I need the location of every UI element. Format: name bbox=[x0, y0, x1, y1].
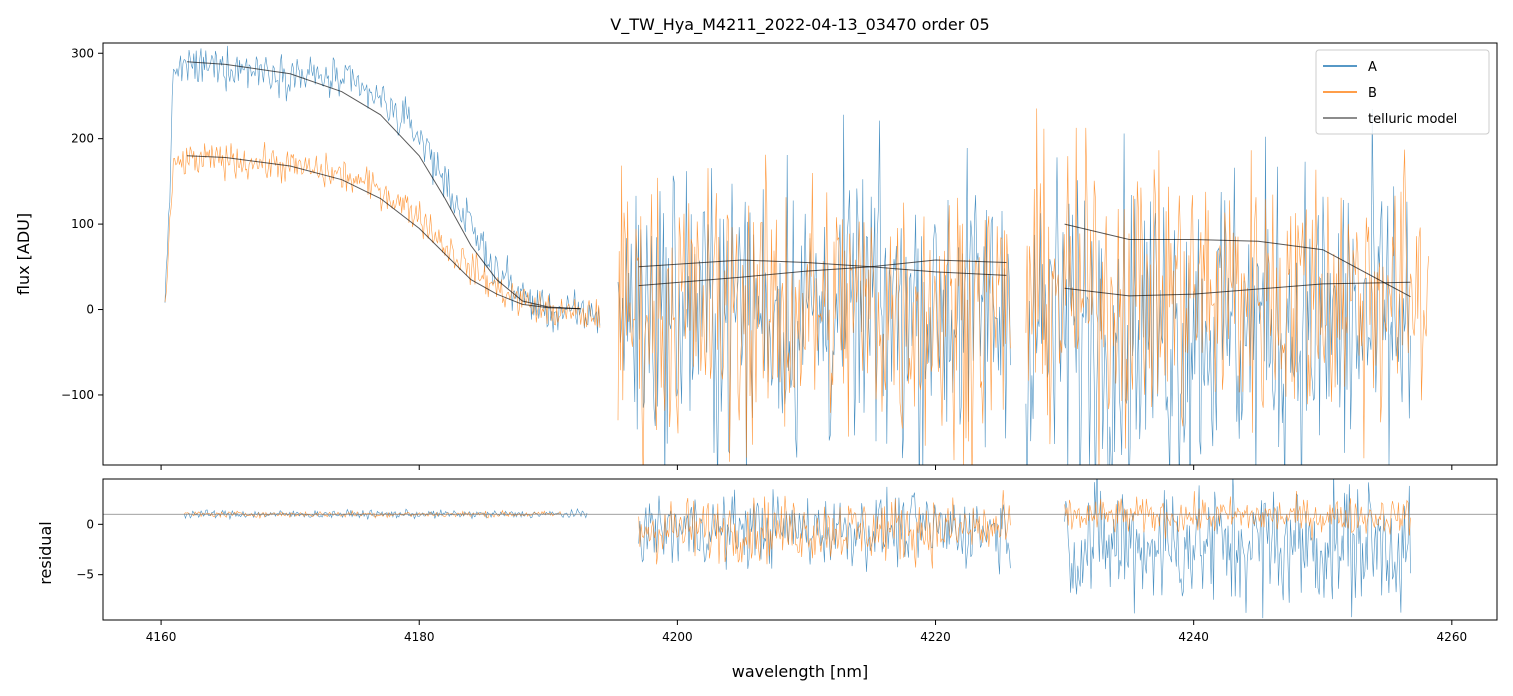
flux-panel: −100 0 100 200 300 flux [ADU] A B telluric m… bbox=[14, 42, 1498, 470]
flux-y-axis-label: flux [ADU] bbox=[14, 213, 33, 295]
series-a-flux-segment-3 bbox=[1025, 109, 1411, 465]
y-tick-label: −5 bbox=[76, 568, 94, 582]
series-a-residual-segment-3 bbox=[1064, 479, 1411, 619]
series-a-flux-segment-1 bbox=[164, 45, 601, 334]
y-tick-label: 200 bbox=[71, 132, 94, 146]
residual-axes-frame bbox=[102, 478, 1498, 621]
y-tick-label: 100 bbox=[71, 217, 94, 231]
telluric-model-line bbox=[186, 155, 581, 310]
telluric-model-line bbox=[1064, 223, 1411, 298]
chart-title: V_TW_Hya_M4211_2022-04-13_03470 order 05 bbox=[610, 15, 989, 35]
y-tick-label: −100 bbox=[61, 388, 94, 402]
legend-label-a: A bbox=[1368, 60, 1377, 75]
x-tick-label: 4240 bbox=[1178, 630, 1209, 644]
y-tick-label: 0 bbox=[86, 517, 94, 531]
residual-panel: −5 0 4160 4180 4200 4220 4240 4260 residual bbox=[36, 478, 1498, 644]
telluric-model-line bbox=[186, 61, 581, 310]
legend-frame bbox=[1315, 49, 1490, 135]
series-b-flux-segment-1 bbox=[164, 141, 601, 328]
series-a-residual-segment-2 bbox=[638, 486, 1011, 575]
x-tick-label: 4260 bbox=[1437, 630, 1468, 644]
flux-x-ticks bbox=[160, 465, 1453, 470]
x-tick-label: 4160 bbox=[146, 630, 177, 644]
y-tick-label: 0 bbox=[86, 303, 94, 317]
telluric-model-line bbox=[638, 259, 1007, 268]
series-b-flux-segment-3 bbox=[1025, 108, 1429, 465]
x-tick-label: 4180 bbox=[404, 630, 435, 644]
series-b-residual-segment-3 bbox=[1064, 490, 1411, 541]
flux-y-ticks: −100 0 100 200 300 bbox=[61, 46, 103, 402]
residual-y-axis-label: residual bbox=[36, 521, 55, 584]
legend-label-b: B bbox=[1368, 86, 1377, 101]
series-b-residual-segment-1 bbox=[184, 509, 562, 519]
x-axis-label: wavelength [nm] bbox=[732, 662, 869, 681]
series-b-residual-segment-2 bbox=[638, 490, 1011, 569]
telluric-model-line bbox=[1064, 281, 1411, 297]
residual-y-ticks: −5 0 bbox=[76, 517, 103, 582]
y-tick-label: 300 bbox=[71, 46, 94, 60]
residual-series-group bbox=[103, 479, 1497, 619]
series-a-flux-segment-2 bbox=[617, 114, 1011, 465]
telluric-model-line bbox=[638, 266, 1007, 287]
residual-x-ticks: 4160 4180 4200 4220 4240 4260 bbox=[146, 620, 1467, 644]
x-tick-label: 4220 bbox=[920, 630, 951, 644]
legend: A B telluric model bbox=[1315, 49, 1490, 135]
x-tick-label: 4200 bbox=[662, 630, 693, 644]
series-b-flux-segment-2 bbox=[617, 154, 1011, 465]
legend-label-telluric: telluric model bbox=[1368, 112, 1457, 127]
flux-series-group bbox=[164, 45, 1429, 465]
flux-axes-frame bbox=[102, 42, 1498, 466]
